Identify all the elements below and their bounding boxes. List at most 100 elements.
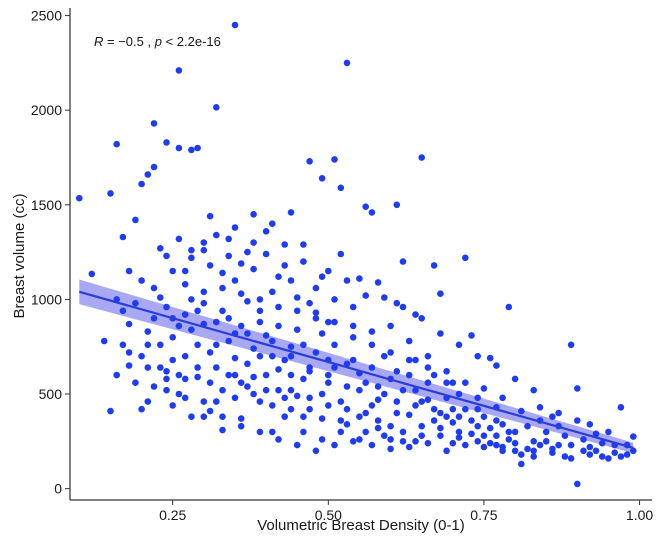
data-point-180 [169, 356, 176, 364]
data-point-90 [281, 413, 289, 421]
data-point-87 [300, 428, 307, 436]
data-point-60 [561, 453, 569, 460]
data-point-192 [343, 383, 351, 390]
data-point-349 [412, 311, 419, 318]
data-point-181 [181, 375, 189, 383]
data-point-353 [213, 231, 220, 239]
data-point-296 [144, 398, 152, 405]
data-point-65 [511, 428, 519, 436]
data-point-309 [381, 390, 388, 398]
data-point-312 [437, 409, 444, 417]
data-point-135 [480, 385, 488, 392]
data-point-300 [213, 318, 220, 326]
data-point-189 [306, 394, 313, 402]
data-point-261 [542, 438, 550, 445]
data-point-344 [318, 273, 326, 281]
data-point-122 [237, 260, 245, 267]
data-point-250 [318, 390, 326, 398]
data-point-40 [430, 262, 438, 269]
data-point-325 [219, 269, 226, 277]
data-point-368 [325, 402, 332, 409]
data-point-276 [443, 447, 450, 455]
data-point-46 [536, 404, 544, 411]
data-point-191 [331, 364, 338, 371]
data-point-365 [269, 402, 276, 409]
data-point-70 [455, 428, 463, 436]
data-point-254 [393, 368, 401, 375]
y-tick-label-0: 0 [54, 481, 62, 497]
data-point-313 [455, 413, 463, 421]
data-point-310 [399, 386, 407, 394]
data-point-200 [150, 284, 158, 292]
y-tick-label-2: 1000 [31, 291, 62, 307]
data-point-215 [424, 379, 432, 387]
data-point-167 [300, 241, 307, 248]
data-point-323 [181, 281, 189, 288]
data-point-107 [175, 390, 183, 398]
data-point-205 [237, 322, 245, 330]
data-point-156 [524, 445, 531, 453]
data-point-113 [138, 405, 145, 413]
data-point-178 [511, 375, 519, 383]
data-point-293 [125, 349, 133, 356]
data-point-271 [536, 441, 544, 449]
points-layer [76, 21, 637, 488]
data-point-257 [455, 390, 463, 398]
data-point-35 [362, 203, 370, 210]
data-point-337 [443, 379, 450, 387]
data-point-110 [157, 341, 164, 349]
data-point-120 [200, 239, 208, 246]
data-point-182 [194, 341, 201, 349]
data-point-268 [592, 430, 600, 438]
data-point-78 [374, 396, 382, 404]
data-point-59 [580, 436, 587, 443]
data-point-159 [586, 443, 594, 451]
data-point-143 [269, 352, 276, 360]
data-point-286 [256, 428, 264, 436]
data-point-45 [505, 303, 513, 311]
data-point-131 [405, 337, 413, 345]
data-point-24 [213, 104, 220, 111]
data-point-338 [206, 212, 214, 220]
data-point-335 [405, 356, 413, 364]
data-point-270 [555, 409, 562, 417]
data-point-238 [486, 424, 494, 432]
data-point-371 [381, 432, 388, 440]
data-point-126 [312, 284, 320, 292]
data-point-315 [493, 432, 500, 440]
data-point-208 [293, 326, 301, 334]
data-point-140 [200, 398, 208, 405]
data-point-361 [194, 364, 201, 371]
data-point-226 [262, 371, 270, 379]
data-point-116 [119, 307, 127, 315]
data-point-55 [630, 433, 637, 440]
data-point-89 [287, 343, 295, 351]
data-point-149 [393, 398, 401, 405]
data-point-202 [181, 311, 189, 318]
data-point-198 [437, 432, 444, 440]
data-point-330 [312, 309, 320, 317]
y-tick-label-4: 2000 [31, 102, 62, 118]
data-point-230 [337, 417, 345, 424]
data-point-366 [287, 386, 295, 394]
data-point-258 [474, 394, 482, 402]
data-point-289 [200, 413, 208, 421]
data-point-320 [586, 451, 594, 458]
data-point-33 [343, 59, 351, 67]
data-point-328 [275, 322, 282, 330]
data-point-22 [188, 146, 195, 154]
data-point-64 [518, 460, 525, 468]
data-point-357 [287, 277, 295, 284]
data-point-190 [318, 330, 326, 337]
data-point-74 [412, 438, 419, 445]
data-point-379 [530, 453, 537, 460]
data-point-262 [561, 432, 569, 440]
x-axis-title: Volumetric Breast Density (0-1) [257, 517, 465, 534]
data-point-175 [455, 341, 463, 349]
y-tick-label-1: 500 [39, 386, 63, 402]
data-point-345 [337, 250, 345, 258]
data-point-133 [443, 368, 450, 375]
data-point-266 [630, 447, 637, 455]
data-point-10 [132, 216, 139, 224]
data-point-26 [231, 224, 239, 231]
